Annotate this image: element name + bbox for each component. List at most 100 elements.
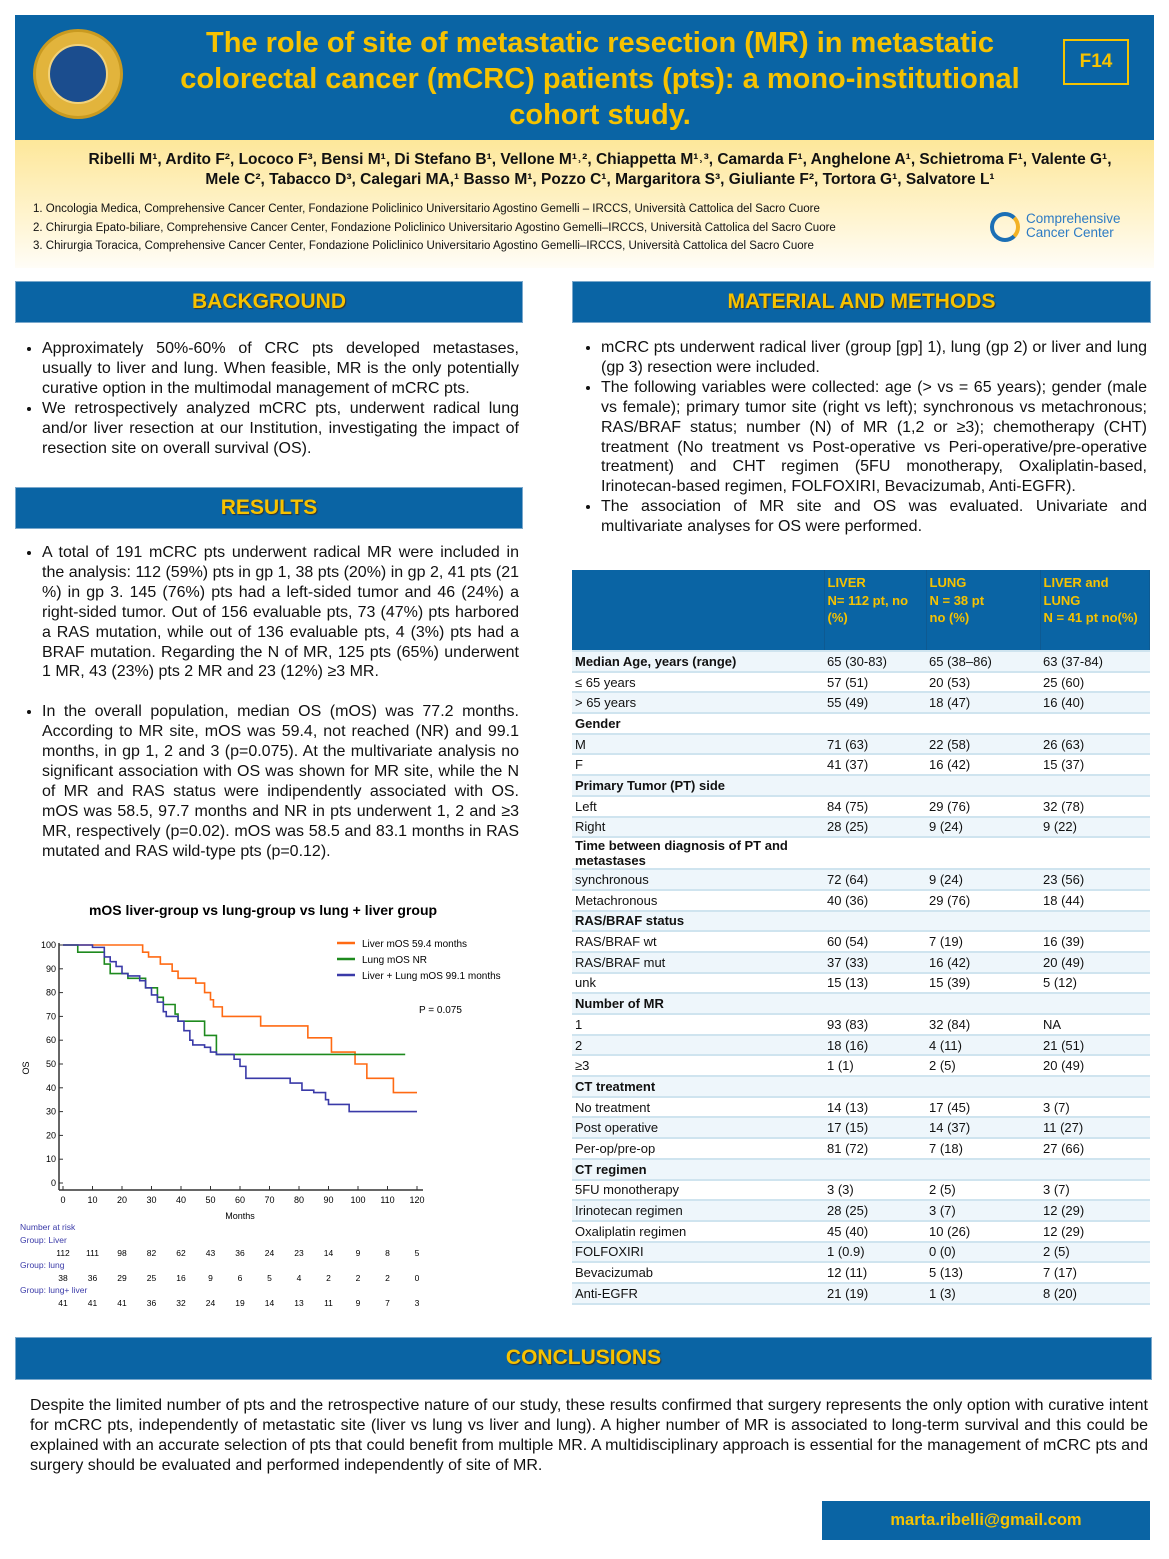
risk-count: 4 (297, 1273, 302, 1283)
y-tick-label: 20 (46, 1130, 56, 1140)
cell-value: 11 (27) (1040, 1117, 1150, 1140)
risk-count: 24 (206, 1298, 216, 1308)
x-tick-label: 110 (380, 1195, 394, 1205)
row-label: Right (572, 816, 824, 839)
cell-value: 15 (39) (926, 972, 1040, 995)
cell-value: 29 (76) (926, 795, 1040, 818)
cell-value: 3 (3) (824, 1179, 926, 1202)
risk-count: 38 (58, 1273, 68, 1283)
cell-value: 20 (49) (1040, 1055, 1150, 1078)
risk-count: 9 (208, 1273, 213, 1283)
background-heading: BACKGROUND (15, 281, 523, 323)
table-row: Gender (572, 713, 1150, 735)
risk-count: 29 (117, 1273, 127, 1283)
chart-title: mOS liver-group vs lung-group vs lung + … (89, 902, 437, 918)
affiliation: 2. Chirurgia Epato-biliare, Comprehensiv… (33, 221, 836, 234)
table-row: Bevacizumab 12 (11) 5 (13) 7 (17) (572, 1262, 1150, 1284)
bullet: The following variables were collected: … (601, 378, 1147, 497)
row-label: Primary Tumor (PT) side (572, 775, 824, 797)
risk-count: 41 (117, 1298, 127, 1308)
cell-value: 93 (83) (824, 1014, 926, 1036)
risk-count: 36 (235, 1248, 245, 1258)
risk-count: 43 (206, 1248, 216, 1258)
table-row: 1 93 (83) 32 (84) NA (572, 1014, 1150, 1036)
row-label: FOLFOXIRI (572, 1241, 824, 1264)
bullet: Approximately 50%-60% of CRC pts develop… (42, 339, 519, 399)
cell-value: NA (1040, 1014, 1150, 1036)
cell-value: 28 (25) (824, 1200, 926, 1222)
x-tick-label: 10 (87, 1195, 97, 1205)
cell-value: 60 (54) (824, 931, 926, 953)
legend-label: Liver mOS 59.4 months (362, 939, 467, 950)
cell-value (824, 837, 926, 871)
cell-value (824, 775, 926, 797)
cell-value: 8 (20) (1040, 1282, 1150, 1305)
bullet: The association of MR site and OS was ev… (601, 497, 1147, 537)
cell-value: 71 (63) (824, 733, 926, 756)
row-label: M (572, 733, 824, 756)
affiliation: 1. Oncologia Medica, Comprehensive Cance… (33, 203, 820, 215)
risk-count: 82 (147, 1248, 157, 1258)
x-tick-label: 0 (60, 1195, 65, 1205)
cell-value: 5 (12) (1040, 972, 1150, 995)
bullet: We retrospectively analyzed mCRC pts, un… (42, 399, 519, 459)
cell-value (824, 910, 926, 933)
background-text: Approximately 50%-60% of CRC pts develop… (18, 339, 519, 458)
cell-value: 17 (15) (824, 1117, 926, 1140)
y-tick-label: 50 (46, 1059, 56, 1069)
cell-value (926, 1158, 1040, 1181)
cell-value: 65 (30-83) (824, 651, 926, 673)
table-row: Median Age, years (range) 65 (30-83) 65 (3… (572, 651, 1150, 673)
ring-icon (990, 212, 1020, 242)
risk-count: 41 (58, 1298, 68, 1308)
risk-count: 14 (265, 1298, 275, 1308)
legend-label: Lung mOS NR (362, 955, 427, 966)
row-label: Left (572, 795, 824, 818)
row-label: Time between diagnosis of PT and metasta… (572, 837, 824, 871)
cell-value: 9 (22) (1040, 816, 1150, 839)
risk-count: 41 (88, 1298, 98, 1308)
authors-line: Ribelli M¹, Ardito F², Lococo F³, Bensi … (88, 151, 1112, 168)
cell-value (1040, 837, 1150, 871)
row-label: 1 (572, 1014, 824, 1036)
x-tick-label: 100 (350, 1195, 365, 1205)
cell-value: 63 (37-84) (1040, 651, 1150, 673)
risk-table-title: Number at risk (20, 1222, 76, 1232)
cell-value: 20 (53) (926, 671, 1040, 694)
row-label: CT treatment (572, 1076, 824, 1098)
cell-value (824, 1158, 926, 1181)
cell-value (1040, 1158, 1150, 1181)
table-row: Post operative 17 (15) 14 (37) 11 (27) (572, 1117, 1150, 1140)
cell-value: 18 (47) (926, 692, 1040, 715)
cell-value: 0 (0) (926, 1241, 1040, 1264)
poster-id-badge: F14 (1063, 39, 1129, 85)
table-row: unk 15 (13) 15 (39) 5 (12) (572, 972, 1150, 995)
row-label: ≥3 (572, 1055, 824, 1078)
poster-header: The role of site of metastatic resection… (15, 15, 1154, 140)
cell-value: 22 (58) (926, 733, 1040, 756)
row-label: Anti-EGFR (572, 1282, 824, 1305)
cell-value: 72 (64) (824, 869, 926, 891)
x-axis-label: Months (225, 1211, 255, 1221)
cell-value: 3 (7) (1040, 1179, 1150, 1202)
cell-value (1040, 993, 1150, 1015)
legend-label: Liver + Lung mOS 99.1 months (362, 971, 501, 982)
cell-value: 5 (13) (926, 1262, 1040, 1284)
y-tick-label: 30 (46, 1107, 56, 1117)
cell-value (926, 910, 1040, 933)
table-row: ≥3 1 (1) 2 (5) 20 (49) (572, 1055, 1150, 1078)
risk-count: 13 (294, 1298, 304, 1308)
cell-value: 14 (37) (926, 1117, 1040, 1140)
table-row: > 65 years 55 (49) 18 (47) 16 (40) (572, 692, 1150, 715)
table-row: Anti-EGFR 21 (19) 1 (3) 8 (20) (572, 1282, 1150, 1305)
risk-count: 11 (324, 1298, 333, 1308)
cell-value: 4 (11) (926, 1034, 1040, 1057)
results-heading: RESULTS (15, 487, 523, 529)
authors-line: Mele C², Tabacco D³, Calegari MA,¹ Basso… (205, 171, 995, 188)
cell-value: 18 (16) (824, 1034, 926, 1057)
row-label: CT regimen (572, 1158, 824, 1181)
cell-value: 21 (19) (824, 1282, 926, 1305)
cell-value: 20 (49) (1040, 951, 1150, 974)
row-label: ≤ 65 years (572, 671, 824, 694)
contact-email[interactable]: marta.ribelli@gmail.com (822, 1501, 1150, 1540)
